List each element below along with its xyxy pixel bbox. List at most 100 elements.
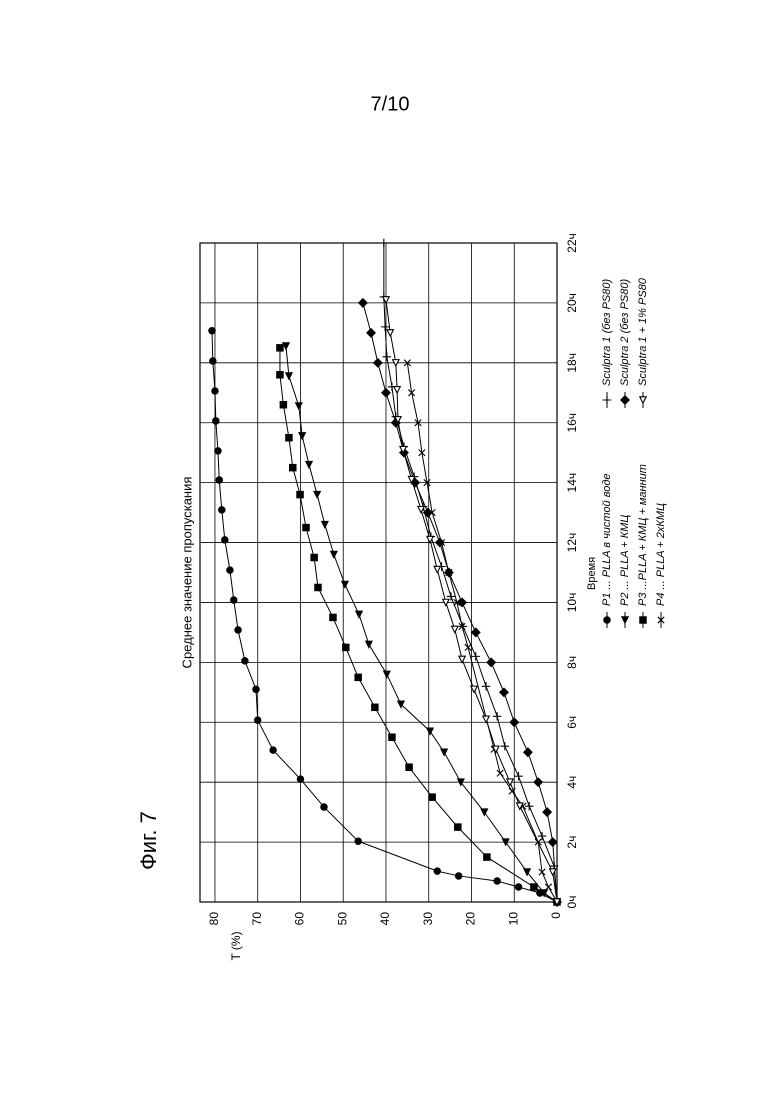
- legend-label: Sculptra 1 (без PS80): [601, 278, 613, 386]
- marker: [497, 770, 503, 776]
- marker: [384, 671, 390, 677]
- marker: [621, 396, 629, 404]
- marker: [242, 658, 248, 664]
- marker: [510, 718, 518, 726]
- y-axis-label: T (%): [229, 931, 243, 960]
- marker: [543, 808, 551, 816]
- marker: [210, 358, 216, 364]
- marker: [356, 611, 362, 617]
- marker: [383, 353, 391, 361]
- marker: [514, 772, 522, 780]
- legend-item: P2 ... PLLA + КМЦ: [619, 515, 631, 628]
- plot-frame: [200, 243, 557, 902]
- marker: [331, 551, 337, 557]
- marker: [524, 748, 532, 756]
- x-tick-label: 2ч: [565, 836, 579, 849]
- marker: [277, 345, 283, 351]
- marker: [434, 868, 440, 874]
- marker: [436, 538, 444, 546]
- marker: [472, 652, 480, 660]
- x-axis-label: Время: [586, 557, 598, 590]
- marker: [640, 397, 646, 403]
- marker: [255, 717, 261, 723]
- marker: [222, 537, 228, 543]
- legend-label: P1 ... PLLA в чистой воде: [601, 473, 613, 606]
- marker: [622, 617, 628, 623]
- legend-label: Sculptra 1 + 1% PS80: [637, 277, 649, 386]
- marker: [213, 418, 219, 424]
- legend-label: Sculptra 2 (без PS80): [619, 278, 631, 386]
- marker: [297, 491, 303, 497]
- marker: [481, 809, 487, 815]
- y-tick-label: 80: [207, 912, 221, 926]
- marker: [315, 584, 321, 590]
- marker: [640, 617, 646, 623]
- marker: [484, 854, 490, 860]
- marker: [455, 873, 461, 879]
- y-tick-label: 40: [378, 912, 392, 926]
- marker: [382, 389, 390, 397]
- chart-title: Среднее значение пропускания: [179, 477, 194, 669]
- legend-item: Sculptra 2 (без PS80): [619, 278, 631, 408]
- marker: [216, 477, 222, 483]
- marker: [389, 734, 395, 740]
- marker: [538, 832, 546, 840]
- marker: [321, 804, 327, 810]
- marker: [455, 824, 461, 830]
- marker: [531, 884, 537, 890]
- marker: [380, 239, 388, 247]
- marker: [299, 433, 305, 439]
- y-tick-label: 20: [464, 912, 478, 926]
- marker: [286, 435, 292, 441]
- marker: [296, 403, 302, 409]
- marker: [209, 328, 215, 334]
- marker: [314, 491, 320, 497]
- marker: [322, 521, 328, 527]
- x-tick-label: 14ч: [565, 473, 579, 493]
- marker: [297, 776, 303, 782]
- x-tick-label: 8ч: [565, 656, 579, 669]
- legend-item: P4 ... PLLA + 2xКМЦ: [655, 503, 667, 628]
- marker: [493, 712, 501, 720]
- marker: [290, 464, 296, 470]
- marker: [604, 617, 610, 623]
- marker: [286, 373, 292, 379]
- marker: [406, 764, 412, 770]
- marker: [534, 778, 542, 786]
- marker: [280, 402, 286, 408]
- marker: [355, 838, 361, 844]
- x-tick-label: 0ч: [565, 896, 579, 909]
- legend-label: P2 ... PLLA + КМЦ: [619, 515, 631, 606]
- marker: [549, 838, 557, 846]
- y-tick-label: 0: [549, 912, 563, 919]
- marker: [487, 658, 495, 666]
- marker: [483, 716, 489, 722]
- marker: [355, 674, 361, 680]
- marker: [459, 656, 465, 662]
- marker: [525, 802, 533, 810]
- x-tick-label: 22ч: [565, 233, 579, 253]
- marker: [494, 878, 500, 884]
- marker: [465, 644, 471, 650]
- marker: [545, 884, 551, 890]
- marker: [472, 628, 480, 636]
- marker: [367, 329, 375, 337]
- marker: [227, 567, 233, 573]
- y-tick-label: 50: [335, 912, 349, 926]
- marker: [434, 566, 440, 572]
- y-tick-label: 60: [293, 912, 307, 926]
- x-tick-label: 16ч: [565, 413, 579, 433]
- page-number: 7/10: [371, 93, 410, 115]
- marker: [359, 299, 367, 307]
- x-tick-label: 12ч: [565, 533, 579, 553]
- x-tick-label: 18ч: [565, 353, 579, 373]
- marker: [603, 396, 611, 404]
- y-tick-label: 30: [421, 912, 435, 926]
- series-line: [280, 348, 557, 902]
- marker: [235, 627, 241, 633]
- marker: [394, 387, 400, 393]
- marker: [482, 682, 490, 690]
- marker: [306, 461, 312, 467]
- series-line: [212, 331, 557, 902]
- x-tick-label: 10ч: [565, 593, 579, 613]
